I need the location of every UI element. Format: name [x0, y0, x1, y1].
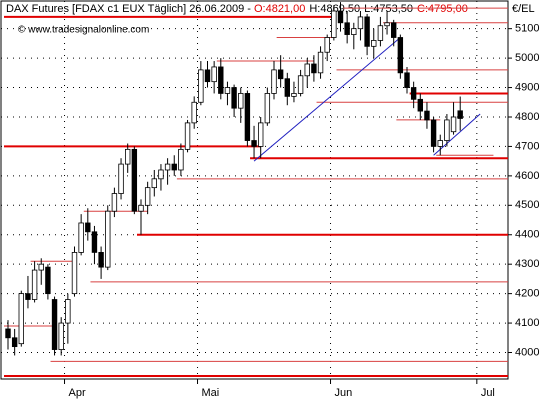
plot-frame: [0, 0, 509, 380]
candle-body: [331, 10, 337, 38]
candle-body: [410, 87, 417, 100]
candle-body: [364, 16, 370, 47]
candle-body: [5, 328, 11, 339]
y-tick-label: 4900: [515, 81, 539, 93]
candle-body: [291, 93, 297, 97]
candle-body: [65, 299, 71, 324]
candle-body: [404, 72, 410, 88]
y-tick-label: 4600: [515, 170, 539, 182]
candle-body: [171, 163, 177, 171]
y-tick-label: 4100: [515, 317, 539, 329]
candle-body: [244, 93, 251, 141]
candle-body: [164, 163, 171, 171]
candle-body: [18, 293, 24, 345]
x-tick-label: Jun: [335, 387, 353, 399]
candle-body: [38, 263, 44, 271]
y-tick-label: 4000: [515, 346, 539, 358]
candle-body: [198, 69, 204, 103]
watermark: © www.tradesignalonline.com: [18, 25, 149, 36]
candle-body: [264, 93, 271, 124]
candle-body: [384, 22, 390, 27]
candle-body: [184, 122, 191, 150]
candle-body: [111, 193, 118, 212]
candle-body: [424, 110, 430, 121]
candle-body: [158, 169, 164, 180]
ohlc-label: L:4753,50: [364, 3, 413, 15]
chart-title: DAX Futures [FDAX c1 EUX Täglich] 26.06.…: [6, 3, 468, 15]
candle-body: [71, 252, 78, 295]
candle-body: [218, 66, 224, 94]
candle-body: [91, 231, 98, 253]
candle-body: [204, 69, 211, 83]
y-axis-unit: €/EL: [512, 3, 535, 15]
candle-body: [430, 119, 437, 147]
candle-body: [151, 178, 157, 189]
candle-body: [311, 63, 317, 74]
x-tick-label: Mai: [202, 387, 220, 399]
candle-body: [397, 37, 404, 74]
candle-body: [284, 78, 290, 97]
candle-body: [191, 101, 197, 124]
candle-body: [11, 337, 18, 348]
candle-body: [271, 69, 277, 94]
y-tick-label: 5000: [515, 52, 539, 64]
x-tick-label: Jul: [481, 387, 495, 399]
ohlc-label: O:4821,00: [254, 3, 305, 15]
candle-body: [337, 10, 344, 24]
y-tick-label: 4800: [515, 111, 539, 123]
title-text: DAX Futures [FDAX c1 EUX Täglich] 26.06.…: [6, 3, 251, 15]
candle-body: [437, 140, 443, 147]
y-tick-label: 4300: [515, 258, 539, 270]
candle-body: [45, 266, 51, 295]
candle-body: [317, 51, 324, 74]
candle-body: [58, 322, 64, 350]
trendline: [433, 113, 481, 156]
candle-body: [371, 40, 377, 47]
candle-body: [224, 87, 231, 94]
candle-body: [377, 25, 384, 41]
trendline: [253, 37, 401, 162]
y-tick-label: 4200: [515, 288, 539, 300]
candle-body: [144, 187, 151, 206]
candle-body: [138, 204, 144, 212]
y-tick-label: 5100: [515, 23, 539, 35]
candle-body: [417, 98, 423, 112]
candle-body: [231, 87, 237, 109]
candle-body: [211, 66, 217, 83]
candle-body: [31, 269, 38, 300]
candle-body: [457, 110, 463, 119]
x-tick-label: Apr: [69, 387, 86, 399]
candle-body: [131, 148, 138, 212]
ohlc-label: C:4795,00: [417, 3, 468, 15]
candle-body: [85, 222, 91, 233]
candle-body: [357, 16, 364, 30]
candle-body: [25, 293, 31, 300]
candle-body: [297, 75, 304, 94]
y-tick-label: 4500: [515, 199, 539, 211]
candle-body: [444, 119, 450, 141]
candle-body: [238, 93, 244, 109]
candle-body: [277, 69, 284, 80]
candle-body: [257, 122, 264, 147]
candle-body: [390, 22, 397, 38]
candle-body: [105, 210, 111, 268]
candle-body: [98, 252, 104, 268]
candle-body: [125, 148, 131, 165]
candle-body: [78, 222, 84, 253]
candle-body: [304, 63, 310, 77]
candle-body: [351, 28, 357, 35]
candle-body: [324, 37, 330, 53]
candle-body: [178, 148, 184, 171]
candle-body: [251, 140, 257, 147]
y-tick-label: 4700: [515, 140, 539, 152]
candle-body: [118, 163, 124, 194]
candle-body: [51, 299, 58, 350]
y-tick-label: 4400: [515, 229, 539, 241]
candle-body: [344, 22, 350, 35]
candle-body: [450, 116, 457, 133]
